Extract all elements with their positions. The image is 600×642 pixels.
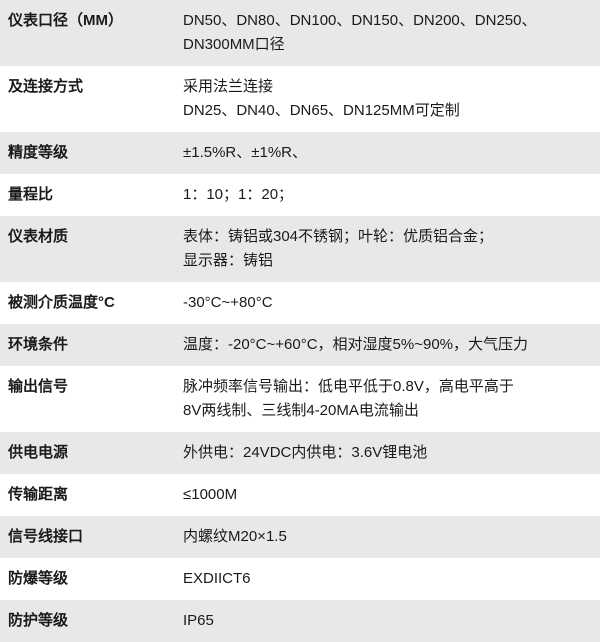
value-line: 8V两线制、三线制4-20MA电流输出 bbox=[183, 399, 592, 423]
row-value: 内螺纹M20×1.5 bbox=[175, 516, 600, 558]
row-label: 精度等级 bbox=[0, 132, 175, 174]
row-value: 外供电：24VDC内供电：3.6V锂电池 bbox=[175, 432, 600, 474]
row-value: EXDIICT6 bbox=[175, 558, 600, 600]
value-line: 内螺纹M20×1.5 bbox=[183, 525, 592, 549]
row-label: 及连接方式 bbox=[0, 66, 175, 132]
value-line: 温度：-20°C~+60°C，相对湿度5%~90%，大气压力 bbox=[183, 333, 592, 357]
value-line: 1：10；1：20； bbox=[183, 183, 592, 207]
row-label: 量程比 bbox=[0, 174, 175, 216]
table-row: 仪表口径（MM） DN50、DN80、DN100、DN150、DN200、DN2… bbox=[0, 0, 600, 66]
table-row: 信号线接口 内螺纹M20×1.5 bbox=[0, 516, 600, 558]
row-value: DN50、DN80、DN100、DN150、DN200、DN250、 DN300… bbox=[175, 0, 600, 66]
row-label: 被测介质温度°C bbox=[0, 282, 175, 324]
row-value: ±1.5%R、±1%R、 bbox=[175, 132, 600, 174]
row-label: 防护等级 bbox=[0, 600, 175, 642]
table-row: 量程比 1：10；1：20； bbox=[0, 174, 600, 216]
row-label: 仪表口径（MM） bbox=[0, 0, 175, 66]
value-line: -30°C~+80°C bbox=[183, 291, 592, 315]
value-line: 表体：铸铝或304不锈钢；叶轮：优质铝合金； bbox=[183, 225, 592, 249]
row-value: 采用法兰连接 DN25、DN40、DN65、DN125MM可定制 bbox=[175, 66, 600, 132]
row-label: 供电电源 bbox=[0, 432, 175, 474]
row-label: 传输距离 bbox=[0, 474, 175, 516]
value-line: ≤1000M bbox=[183, 483, 592, 507]
table-row: 仪表材质 表体：铸铝或304不锈钢；叶轮：优质铝合金； 显示器：铸铝 bbox=[0, 216, 600, 282]
table-row: 及连接方式 采用法兰连接 DN25、DN40、DN65、DN125MM可定制 bbox=[0, 66, 600, 132]
row-value: ≤1000M bbox=[175, 474, 600, 516]
row-value: 脉冲频率信号输出：低电平低于0.8V，高电平高于 8V两线制、三线制4-20MA… bbox=[175, 366, 600, 432]
value-line: DN300MM口径 bbox=[183, 33, 592, 57]
row-label: 环境条件 bbox=[0, 324, 175, 366]
row-label: 防爆等级 bbox=[0, 558, 175, 600]
table-row: 输出信号 脉冲频率信号输出：低电平低于0.8V，高电平高于 8V两线制、三线制4… bbox=[0, 366, 600, 432]
table-row: 防护等级 IP65 bbox=[0, 600, 600, 642]
row-label: 信号线接口 bbox=[0, 516, 175, 558]
specification-table: 仪表口径（MM） DN50、DN80、DN100、DN150、DN200、DN2… bbox=[0, 0, 600, 642]
table-row: 供电电源 外供电：24VDC内供电：3.6V锂电池 bbox=[0, 432, 600, 474]
table-row: 精度等级 ±1.5%R、±1%R、 bbox=[0, 132, 600, 174]
value-line: 脉冲频率信号输出：低电平低于0.8V，高电平高于 bbox=[183, 375, 592, 399]
value-line: DN25、DN40、DN65、DN125MM可定制 bbox=[183, 99, 592, 123]
table-row: 被测介质温度°C -30°C~+80°C bbox=[0, 282, 600, 324]
row-label: 仪表材质 bbox=[0, 216, 175, 282]
row-label: 输出信号 bbox=[0, 366, 175, 432]
value-line: EXDIICT6 bbox=[183, 567, 592, 591]
row-value: IP65 bbox=[175, 600, 600, 642]
value-line: DN50、DN80、DN100、DN150、DN200、DN250、 bbox=[183, 9, 592, 33]
value-line: IP65 bbox=[183, 609, 592, 633]
row-value: 温度：-20°C~+60°C，相对湿度5%~90%，大气压力 bbox=[175, 324, 600, 366]
value-line: 显示器：铸铝 bbox=[183, 249, 592, 273]
value-line: 外供电：24VDC内供电：3.6V锂电池 bbox=[183, 441, 592, 465]
row-value: -30°C~+80°C bbox=[175, 282, 600, 324]
row-value: 表体：铸铝或304不锈钢；叶轮：优质铝合金； 显示器：铸铝 bbox=[175, 216, 600, 282]
value-line: 采用法兰连接 bbox=[183, 75, 592, 99]
table-row: 防爆等级 EXDIICT6 bbox=[0, 558, 600, 600]
table-row: 环境条件 温度：-20°C~+60°C，相对湿度5%~90%，大气压力 bbox=[0, 324, 600, 366]
value-line: ±1.5%R、±1%R、 bbox=[183, 141, 592, 165]
table-row: 传输距离 ≤1000M bbox=[0, 474, 600, 516]
row-value: 1：10；1：20； bbox=[175, 174, 600, 216]
